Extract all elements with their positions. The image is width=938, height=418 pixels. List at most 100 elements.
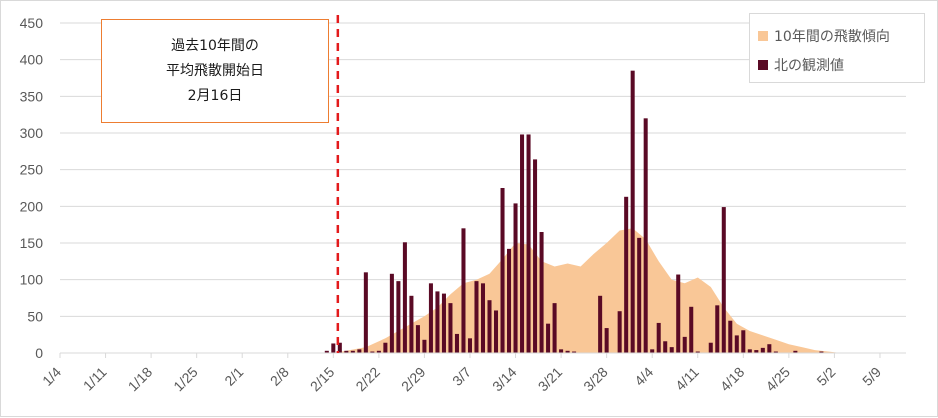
observed-bar xyxy=(370,351,375,353)
axis-layer: 0 50 100 150 200 250 300 350 400 450 1/4 1/11 1/18 1/… xyxy=(20,15,906,394)
observed-bar xyxy=(741,330,746,353)
observed-bar xyxy=(441,293,446,353)
observed-bar xyxy=(773,351,778,353)
observed-bar xyxy=(500,188,505,353)
observed-bar xyxy=(422,339,427,353)
observed-bar xyxy=(728,320,733,353)
observed-bar xyxy=(767,344,772,353)
x-tick-label: 3/14 xyxy=(489,364,520,395)
legend-item-observed: 北の観測値 xyxy=(758,55,844,75)
observed-bar xyxy=(357,349,362,353)
observed-bar xyxy=(689,306,694,353)
observed-bar xyxy=(715,305,720,353)
legend-swatch-trend xyxy=(758,31,768,41)
annotation-line-2: 平均飛散開始日 xyxy=(166,62,264,79)
x-tick-label: 2/8 xyxy=(267,364,292,389)
observed-bar xyxy=(559,349,564,353)
x-tick-label: 3/28 xyxy=(580,364,611,395)
observed-bar xyxy=(402,242,407,353)
bar-layer xyxy=(324,70,824,354)
observed-bar xyxy=(624,196,629,353)
y-tick-label: 400 xyxy=(20,52,44,68)
observed-bar xyxy=(617,311,622,353)
legend-label-trend: 10年間の飛散傾向 xyxy=(774,29,890,45)
x-tick-label: 2/22 xyxy=(352,364,383,395)
observed-bar xyxy=(637,237,642,353)
x-tick-label: 4/11 xyxy=(672,364,702,394)
observed-bar xyxy=(461,228,466,353)
x-tick-label: 1/18 xyxy=(125,364,156,395)
x-tick-label: 5/2 xyxy=(813,364,838,389)
observed-bar xyxy=(474,281,479,353)
x-tick-label: 4/25 xyxy=(762,364,793,395)
observed-bar xyxy=(344,350,349,353)
observed-bar xyxy=(643,118,648,353)
observed-bar xyxy=(747,349,752,353)
x-tick-label: 1/11 xyxy=(80,364,110,394)
observed-bar xyxy=(565,350,570,353)
observed-bar xyxy=(507,248,512,353)
observed-bar xyxy=(669,347,674,353)
observed-bar xyxy=(487,300,492,353)
observed-bar xyxy=(409,295,414,353)
observed-bar xyxy=(663,341,668,353)
y-tick-label: 50 xyxy=(27,308,43,324)
annotation-line-1: 過去10年間の xyxy=(171,37,259,54)
x-tick-label: 4/18 xyxy=(717,364,748,395)
observed-bar xyxy=(630,70,635,354)
annotation-line-3: 2月16日 xyxy=(187,87,243,104)
observed-bar xyxy=(533,159,538,353)
observed-bar xyxy=(480,283,486,353)
trend-area xyxy=(333,228,841,353)
observed-bar xyxy=(819,351,824,353)
x-tick-label: 1/25 xyxy=(170,364,201,395)
observed-bar xyxy=(428,283,433,353)
observed-bar xyxy=(389,273,394,353)
y-tick-label: 200 xyxy=(20,198,44,214)
observed-bar xyxy=(760,347,765,353)
x-tick-label: 1/4 xyxy=(39,364,64,389)
y-tick-label: 300 xyxy=(20,125,44,141)
observed-bar xyxy=(539,232,544,353)
x-tick-label: 3/7 xyxy=(449,364,474,389)
observed-bar xyxy=(734,335,739,353)
y-tick-label: 100 xyxy=(20,272,44,288)
x-tick-label: 2/29 xyxy=(398,364,429,395)
observed-bar xyxy=(363,272,368,353)
observed-bar xyxy=(376,350,381,353)
observed-bar xyxy=(454,333,459,353)
x-tick-label: 2/1 xyxy=(221,364,246,389)
annotation-box: 過去10年間の 平均飛散開始日 2月16日 xyxy=(101,19,329,123)
observed-bar xyxy=(552,303,557,353)
observed-bar xyxy=(793,350,798,353)
observed-bar xyxy=(337,342,342,353)
x-tick-label: 5/9 xyxy=(859,364,884,389)
observed-bar xyxy=(448,303,453,353)
observed-bar xyxy=(383,342,388,353)
legend-item-trend: 10年間の飛散傾向 xyxy=(758,26,890,46)
observed-bar xyxy=(415,325,420,353)
observed-bar xyxy=(526,134,531,353)
legend: 10年間の飛散傾向 北の観測値 xyxy=(749,13,925,83)
observed-bar xyxy=(324,350,329,353)
observed-bar xyxy=(396,281,401,353)
observed-bar xyxy=(331,343,336,353)
y-tick-label: 450 xyxy=(20,15,44,31)
legend-swatch-observed xyxy=(758,60,768,70)
observed-bar xyxy=(695,351,700,353)
observed-bar xyxy=(721,207,726,353)
x-tick-label: 3/21 xyxy=(535,364,566,395)
observed-bar xyxy=(656,322,661,353)
observed-bar xyxy=(650,349,655,353)
observed-bar xyxy=(513,203,518,353)
observed-bar xyxy=(598,295,603,353)
observed-bar xyxy=(494,310,499,353)
observed-bar xyxy=(467,338,472,353)
observed-bar xyxy=(520,134,525,353)
observed-bar xyxy=(676,274,681,353)
x-tick-label: 2/15 xyxy=(307,364,338,395)
observed-bar xyxy=(604,328,609,353)
observed-bar xyxy=(435,291,440,353)
